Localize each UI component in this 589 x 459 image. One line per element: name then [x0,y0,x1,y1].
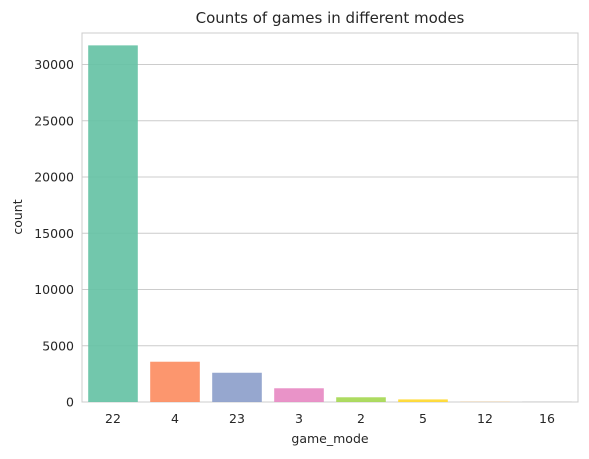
y-tick-label: 15000 [34,226,74,241]
y-tick-label: 10000 [34,282,74,297]
y-tick-label: 25000 [34,113,74,128]
bar-layer [88,45,572,402]
y-tick-label: 5000 [42,338,74,353]
chart-title: Counts of games in different modes [196,9,465,27]
x-tick-label: 4 [171,411,179,426]
x-tick-label: 5 [419,411,427,426]
x-tick-label: 3 [295,411,303,426]
bar-mode-5 [398,399,448,402]
y-tick-label: 20000 [34,170,74,185]
x-tick-label: 16 [539,411,555,426]
bar-mode-4 [150,362,200,402]
y-axis-label: count [10,199,25,234]
grid-layer [82,65,578,403]
x-tick-label: 12 [477,411,493,426]
bar-mode-2 [336,397,386,402]
bar-mode-22 [88,45,138,402]
x-tick-label: 23 [229,411,245,426]
x-axis-label: game_mode [291,431,368,446]
x-tick-label: 2 [357,411,365,426]
bar-mode-23 [212,373,262,402]
y-tick-label: 30000 [34,57,74,72]
y-tick-labels: 0 5000 10000 15000 20000 25000 30000 [34,57,74,410]
y-tick-label: 0 [66,395,74,410]
x-tick-label: 22 [105,411,121,426]
x-tick-labels: 22 4 23 3 2 5 12 16 [105,411,555,426]
plot-frame [82,33,578,402]
bar-mode-3 [274,388,324,402]
